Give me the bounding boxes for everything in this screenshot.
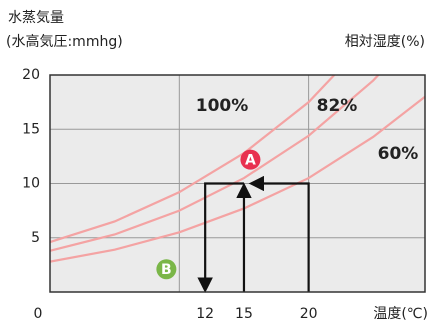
humidity-curve [50,75,380,252]
y-tick-label: 5 [31,230,40,246]
plot-border [49,74,426,293]
point-label: A [245,153,256,169]
y-tick-label: 10 [22,176,40,192]
arrow [248,175,310,292]
arrow [197,182,244,293]
curve-label: 82% [317,96,358,116]
curve-label: 100% [196,96,249,116]
y-axis-unit: (水高気圧:mmhg) [6,33,123,50]
x-tick-label: 0 [34,306,43,322]
y-tick-label: 20 [22,67,40,83]
x-tick-label: 12 [196,306,214,322]
point-marker [240,149,261,170]
x-tick-label: 20 [300,306,318,322]
point-marker [156,259,177,280]
curve-label: 60% [378,144,419,164]
x-tick-label: 15 [235,306,253,322]
y-tick-label: 15 [22,121,40,137]
y-axis-label: 水蒸気量 [8,10,64,26]
x-axis-label: 温度(℃) [373,306,428,322]
legend-title: 相対湿度(%) [345,34,425,50]
point-label: B [161,262,172,278]
